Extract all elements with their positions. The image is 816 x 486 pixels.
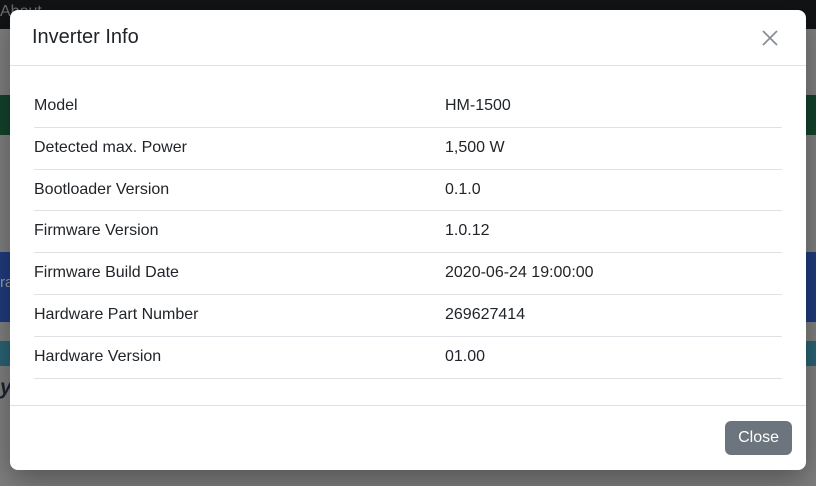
- close-icon[interactable]: [756, 24, 784, 52]
- row-value: HM-1500: [437, 86, 782, 128]
- table-row: Hardware Version 01.00: [34, 336, 782, 379]
- row-value: 1.0.12: [437, 210, 782, 254]
- row-value: 2020-06-24 19:00:00: [437, 252, 782, 295]
- table-row: Firmware Build Date 2020-06-24 19:00:00: [34, 252, 782, 295]
- close-button[interactable]: Close: [725, 421, 792, 455]
- row-value: 0.1.0: [437, 169, 782, 212]
- row-label: Hardware Part Number: [34, 294, 437, 337]
- modal-header: Inverter Info: [10, 10, 806, 66]
- row-value: 01.00: [437, 336, 782, 379]
- row-label: Hardware Version: [34, 336, 437, 379]
- table-row: Model HM-1500: [34, 86, 782, 128]
- row-label: Detected max. Power: [34, 127, 437, 170]
- table-row: Bootloader Version 0.1.0: [34, 169, 782, 212]
- table-row: Hardware Part Number 269627414: [34, 294, 782, 337]
- inverter-info-table: Model HM-1500 Detected max. Power 1,500 …: [34, 86, 782, 379]
- row-value: 1,500 W: [437, 127, 782, 170]
- modal-title: Inverter Info: [32, 26, 139, 48]
- modal-body: Model HM-1500 Detected max. Power 1,500 …: [10, 66, 806, 405]
- modal-footer: Close: [10, 405, 806, 470]
- table-row: Detected max. Power 1,500 W: [34, 127, 782, 170]
- row-label: Bootloader Version: [34, 169, 437, 212]
- row-label: Firmware Version: [34, 210, 437, 254]
- row-label: Model: [34, 86, 437, 128]
- table-row: Firmware Version 1.0.12: [34, 210, 782, 254]
- inverter-info-modal: Inverter Info Model HM-1500 Detected max…: [10, 10, 806, 470]
- background-logo-fragment: y: [0, 376, 12, 399]
- row-label: Firmware Build Date: [34, 252, 437, 295]
- row-value: 269627414: [437, 294, 782, 337]
